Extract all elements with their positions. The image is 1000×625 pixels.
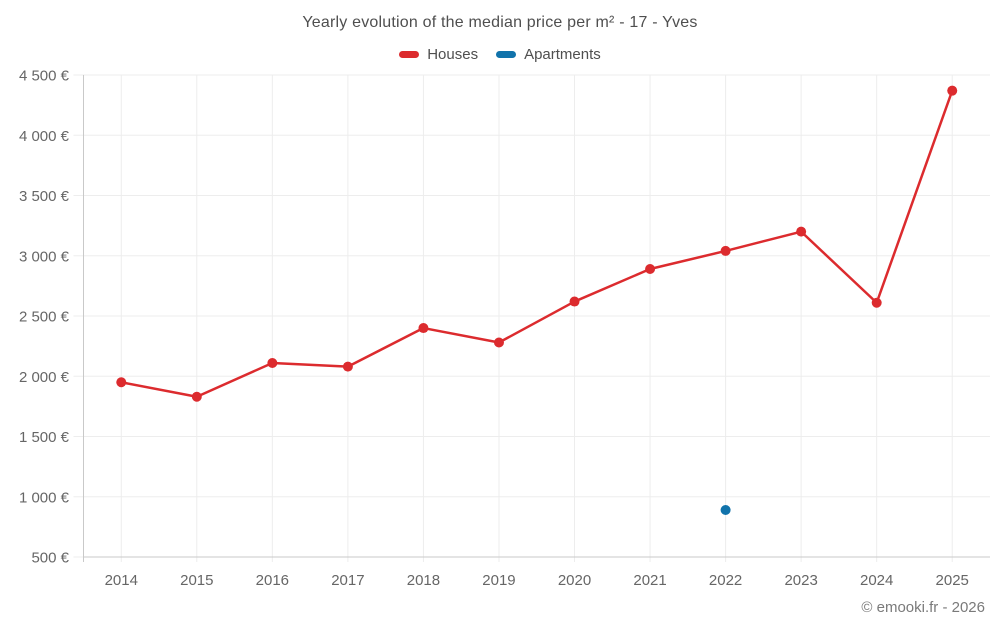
data-point-houses-2018: [418, 323, 429, 334]
data-point-houses-2019: [493, 337, 504, 348]
legend-label-houses: Houses: [427, 46, 479, 63]
data-point-houses-2021: [645, 264, 656, 275]
x-axis-tick-label: 2014: [105, 572, 138, 589]
data-point-houses-2023: [796, 226, 807, 237]
apartments-series-swatch-icon: [496, 51, 517, 58]
data-point-houses-2015: [191, 391, 202, 402]
x-axis-tick-label: 2021: [633, 572, 666, 589]
y-axis-tick-label: 4 000 €: [19, 128, 70, 145]
data-point-houses-2025: [947, 85, 958, 96]
y-axis-tick-label: 1 500 €: [19, 429, 70, 446]
x-axis-tick-label: 2020: [558, 572, 591, 589]
x-axis-tick-label: 2024: [860, 572, 893, 589]
y-axis-tick-label: 1 000 €: [19, 489, 70, 506]
y-axis-tick-label: 2 500 €: [19, 309, 70, 326]
series-line-houses: [120, 89, 954, 398]
legend-item-apartments[interactable]: Apartments: [496, 46, 601, 63]
y-axis-tick-label: 2 000 €: [19, 369, 70, 386]
data-point-houses-2024: [871, 297, 882, 308]
copyright-credit: © emooki.fr - 2026: [861, 599, 985, 616]
y-axis-tick-label: 4 500 €: [19, 68, 70, 85]
data-point-houses-2016: [267, 357, 278, 368]
x-axis-tick-label: 2019: [482, 572, 515, 589]
x-axis-tick-label: 2023: [784, 572, 817, 589]
legend-item-houses[interactable]: Houses: [399, 46, 478, 63]
x-axis-tick-label: 2025: [936, 572, 969, 589]
y-axis-tick-label: 3 000 €: [19, 248, 70, 265]
x-axis-tick-label: 2017: [331, 572, 364, 589]
data-point-houses-2017: [342, 361, 353, 372]
chart-title: Yearly evolution of the median price per…: [302, 14, 698, 31]
y-axis-tick-label: 3 500 €: [19, 188, 70, 205]
chart-legend: Houses Apartments: [0, 46, 1000, 63]
x-axis-tick-label: 2018: [407, 572, 440, 589]
data-point-houses-2022: [720, 245, 731, 256]
houses-series-swatch-icon: [399, 51, 420, 58]
legend-label-apartments: Apartments: [524, 46, 601, 63]
data-point-houses-2014: [116, 377, 127, 388]
x-axis-tick-label: 2016: [256, 572, 289, 589]
x-axis-tick-label: 2022: [709, 572, 742, 589]
data-point-apartments-2022: [720, 505, 731, 516]
y-axis-tick-label: 500 €: [31, 550, 69, 567]
data-point-houses-2020: [569, 296, 580, 307]
x-axis-tick-label: 2015: [180, 572, 213, 589]
